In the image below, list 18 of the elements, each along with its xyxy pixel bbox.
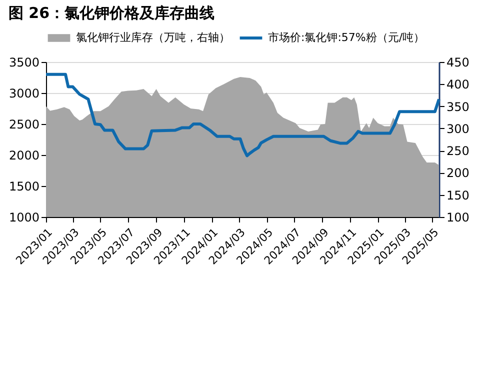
y2-tick-label: 200 — [446, 166, 470, 180]
y2-tick-label: 300 — [446, 122, 470, 136]
y2-tick-label: 350 — [446, 100, 470, 114]
y-tick-label: 1000 — [8, 210, 40, 224]
y2-tick-label: 250 — [446, 144, 470, 158]
y-tick-label: 1500 — [8, 180, 40, 194]
y-tick-label: 3500 — [8, 56, 40, 70]
legend-label: 氯化钾行业库存（万吨，右轴） — [76, 31, 230, 44]
y-tick-label: 2500 — [8, 118, 40, 132]
y2-tick-label: 150 — [446, 188, 470, 202]
y-tick-label: 3000 — [8, 86, 40, 100]
y2-tick-label: 400 — [446, 78, 470, 92]
y2-tick-label: 100 — [446, 210, 470, 224]
y2-tick-label: 450 — [446, 56, 470, 70]
line-series — [44, 72, 440, 158]
chart-title: 图 26：氯化钾价格及库存曲线 — [8, 4, 215, 22]
legend-label: 市场价:氯化钾:57%粉（元/吨） — [268, 31, 425, 44]
y-tick-label: 2000 — [8, 148, 40, 162]
